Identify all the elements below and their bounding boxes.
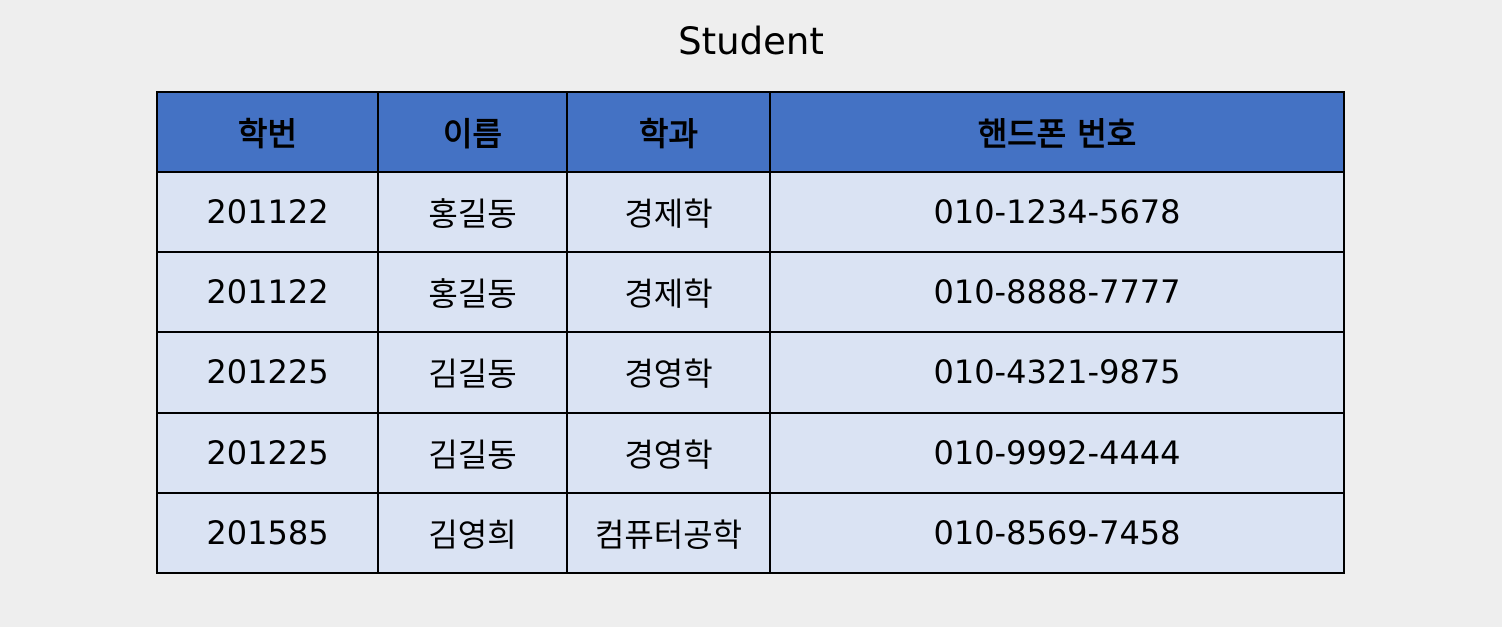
table-row: 201225 김길동 경영학 010-4321-9875 [156,331,1345,414]
cell-department: 경제학 [566,170,771,254]
cell-student-id: 201122 [156,251,379,334]
cell-student-id: 201225 [156,331,379,414]
table-row: 201122 홍길동 경제학 010-8888-7777 [156,251,1345,334]
cell-phone-number: 010-8569-7458 [769,491,1345,575]
cell-student-id: 201225 [156,411,379,494]
cell-name: 홍길동 [377,170,568,254]
cell-department: 컴퓨터공학 [566,491,771,575]
cell-department: 경제학 [566,251,771,334]
table-row: 201225 김길동 경영학 010-9992-4444 [156,411,1345,494]
cell-name: 김길동 [377,411,568,494]
cell-student-id: 201585 [156,491,379,575]
cell-department: 경영학 [566,411,771,494]
student-table: 학번 이름 학과 핸드폰 번호 201122 홍길동 경제학 010-1234-… [156,91,1345,575]
cell-phone-number: 010-9992-4444 [769,411,1345,494]
header-student-id: 학번 [156,91,379,173]
table-row: 201122 홍길동 경제학 010-1234-5678 [156,170,1345,254]
header-phone-number: 핸드폰 번호 [769,91,1345,173]
cell-phone-number: 010-8888-7777 [769,251,1345,334]
cell-phone-number: 010-1234-5678 [769,170,1345,254]
header-name: 이름 [377,91,568,173]
cell-student-id: 201122 [156,170,379,254]
header-row: 학번 이름 학과 핸드폰 번호 [156,91,1345,173]
cell-name: 홍길동 [377,251,568,334]
table-title: Student [678,20,824,63]
cell-name: 김길동 [377,331,568,414]
table-row: 201585 김영희 컴퓨터공학 010-8569-7458 [156,491,1345,575]
cell-department: 경영학 [566,331,771,414]
cell-name: 김영희 [377,491,568,575]
cell-phone-number: 010-4321-9875 [769,331,1345,414]
header-department: 학과 [566,91,771,173]
